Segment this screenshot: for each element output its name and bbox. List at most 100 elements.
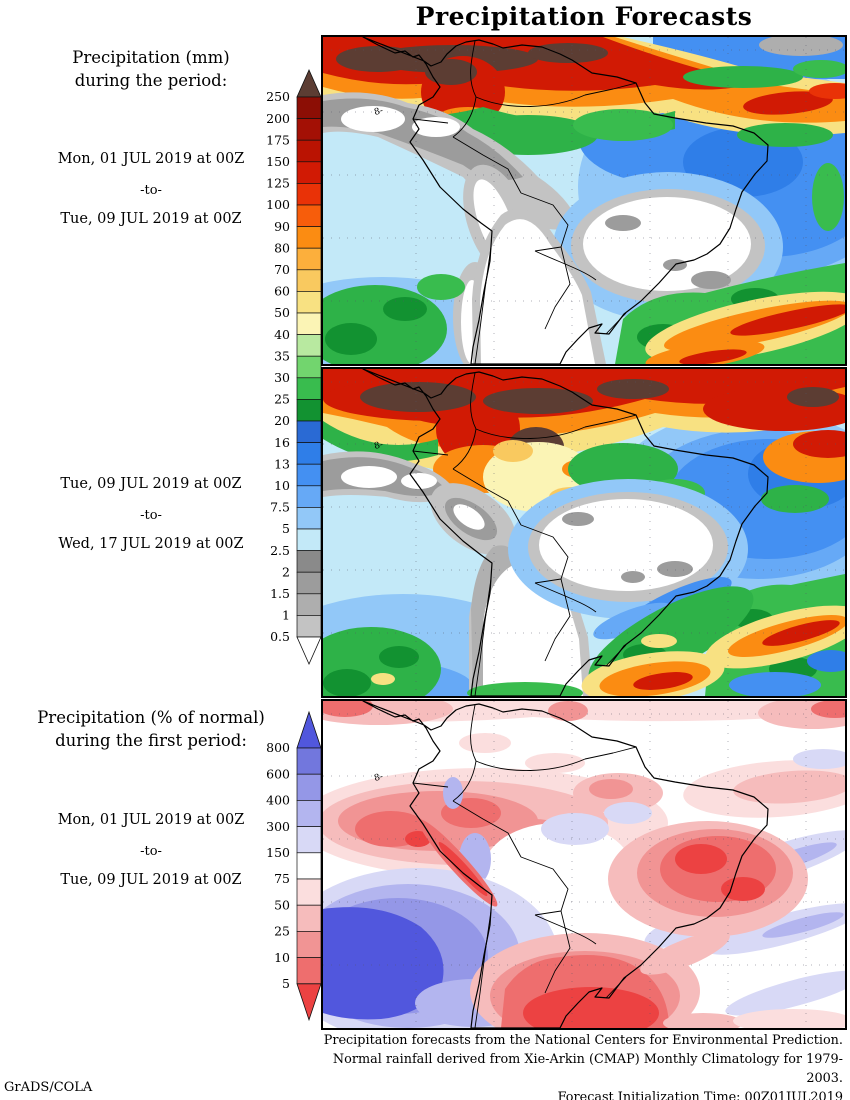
period3-separator: -to- bbox=[140, 844, 162, 859]
latlon-grid bbox=[323, 37, 845, 364]
colorbar-label: 90 bbox=[274, 219, 290, 234]
colorbar-label: 75 bbox=[274, 871, 290, 886]
colorbar-box bbox=[296, 139, 322, 163]
map-panel-precip-period1: 8- bbox=[321, 35, 847, 366]
panel3-caption-line1: Precipitation (% of normal) bbox=[37, 708, 265, 727]
period1-start: Mon, 01 JUL 2019 at 00Z bbox=[57, 151, 245, 167]
colorbar-label: 25 bbox=[274, 924, 290, 939]
colorbar-label: 20 bbox=[274, 413, 290, 428]
colorbar-box bbox=[296, 312, 322, 335]
colorbar-box bbox=[296, 826, 322, 854]
map-panel-precip-period2: 8- bbox=[321, 367, 847, 698]
colorbar-box bbox=[296, 931, 322, 958]
colorbar-label: 300 bbox=[266, 819, 290, 834]
colorbar-label: 25 bbox=[274, 392, 290, 407]
colorbar-box bbox=[296, 507, 322, 530]
colorbar-percent-normal: 800 600 400 300 150 75 50 25 10 5 bbox=[266, 710, 322, 1022]
colorbar-box bbox=[296, 291, 322, 314]
colorbar-box bbox=[296, 269, 322, 292]
colorbar-label: 2.5 bbox=[270, 543, 290, 558]
panel3-caption: Precipitation (% of normal) during the f… bbox=[0, 706, 302, 752]
colorbar-label: 250 bbox=[266, 89, 290, 104]
grads-credit: GrADS/COLA bbox=[4, 1080, 93, 1095]
footer-line1: Precipitation forecasts from the Nationa… bbox=[323, 1033, 843, 1048]
colorbar-box bbox=[296, 226, 322, 249]
period1-end: Tue, 09 JUL 2019 at 00Z bbox=[60, 211, 242, 227]
colorbar-box bbox=[296, 463, 322, 487]
colorbar-box bbox=[296, 161, 322, 184]
colorbar-label: 0.5 bbox=[270, 629, 290, 644]
colorbar-box bbox=[296, 528, 322, 551]
colorbar-precip-mm: 2502001751501251009080706050403530252016… bbox=[266, 69, 322, 665]
panel1-caption-line2: during the period: bbox=[74, 71, 228, 90]
panel1-caption-line1: Precipitation (mm) bbox=[72, 48, 230, 67]
colorbar-label: 1.5 bbox=[270, 586, 290, 601]
colorbar-label: 200 bbox=[266, 111, 290, 126]
low-center-marker: 8- bbox=[373, 106, 384, 118]
colorbar-arrow-top bbox=[296, 710, 322, 749]
colorbar-label: 150 bbox=[266, 154, 290, 169]
panel1-caption: Precipitation (mm) during the period: bbox=[0, 46, 302, 92]
colorbar-label: 5 bbox=[282, 521, 290, 536]
latlon-grid bbox=[323, 369, 845, 696]
colorbar-arrow-bottom bbox=[296, 636, 322, 665]
period2-end: Wed, 17 JUL 2019 at 00Z bbox=[58, 536, 244, 552]
colorbar-box bbox=[296, 878, 322, 906]
period2-start: Tue, 09 JUL 2019 at 00Z bbox=[60, 476, 242, 492]
colorbar-box bbox=[296, 399, 322, 422]
period2-separator: -to- bbox=[140, 508, 162, 523]
colorbar-box bbox=[296, 852, 322, 880]
colorbar-box bbox=[296, 485, 322, 508]
colorbar-label: 40 bbox=[274, 327, 290, 342]
footer-line2: Normal rainfall derived from Xie-Arkin (… bbox=[332, 1052, 843, 1086]
colorbar-label: 35 bbox=[274, 348, 290, 363]
colorbar-label: 5 bbox=[282, 976, 290, 991]
colorbar-box bbox=[296, 904, 322, 932]
colorbar-label: 13 bbox=[274, 456, 290, 471]
colorbar-label: 80 bbox=[274, 240, 290, 255]
colorbar-box bbox=[296, 615, 322, 638]
colorbar-box bbox=[296, 571, 322, 595]
colorbar-box bbox=[296, 118, 322, 141]
colorbar-label: 30 bbox=[274, 370, 290, 385]
low-center-marker: 8- bbox=[373, 440, 384, 452]
precip-shading-period1 bbox=[323, 37, 845, 364]
map-panel-percent-normal: 8- bbox=[321, 699, 847, 1030]
colorbar-label: 2 bbox=[282, 564, 290, 579]
colorbar-arrow-bottom bbox=[296, 983, 322, 1022]
colorbar-label: 50 bbox=[274, 305, 290, 320]
colorbar-label: 7.5 bbox=[270, 500, 290, 515]
percent-shading bbox=[323, 701, 845, 1028]
colorbar-box bbox=[296, 334, 322, 357]
panel3-caption-line2: during the first period: bbox=[55, 731, 247, 750]
colorbar-label: 175 bbox=[266, 132, 290, 147]
colorbar-box bbox=[296, 747, 322, 775]
colorbar-label: 10 bbox=[274, 478, 290, 493]
footer-line3: Forecast Initialization Time: 00Z01JUL20… bbox=[557, 1090, 843, 1100]
colorbar-box bbox=[296, 183, 322, 206]
colorbar-box bbox=[296, 442, 322, 465]
footer-attribution: Precipitation forecasts from the Nationa… bbox=[323, 1031, 843, 1100]
colorbar-label: 1 bbox=[282, 608, 290, 623]
period1-separator: -to- bbox=[140, 183, 162, 198]
low-center-marker: 8- bbox=[373, 772, 384, 784]
colorbar-box bbox=[296, 593, 322, 616]
colorbar-label: 50 bbox=[274, 897, 290, 912]
colorbar-label: 400 bbox=[266, 793, 290, 808]
colorbar-box bbox=[296, 550, 322, 573]
colorbar-label: 10 bbox=[274, 950, 290, 965]
period3-end: Tue, 09 JUL 2019 at 00Z bbox=[60, 872, 242, 888]
colorbar-label: 70 bbox=[274, 262, 290, 277]
colorbar-label: 16 bbox=[274, 435, 290, 450]
colorbar-label: 100 bbox=[266, 197, 290, 212]
precip-shading-period2 bbox=[323, 369, 845, 696]
colorbar-box bbox=[296, 247, 322, 271]
colorbar-box bbox=[296, 420, 322, 443]
latlon-grid bbox=[323, 701, 845, 1028]
colorbar-box bbox=[296, 355, 322, 379]
colorbar-box bbox=[296, 773, 322, 801]
colorbar-box bbox=[296, 957, 322, 985]
colorbar-label: 150 bbox=[266, 845, 290, 860]
colorbar-box bbox=[296, 204, 322, 227]
